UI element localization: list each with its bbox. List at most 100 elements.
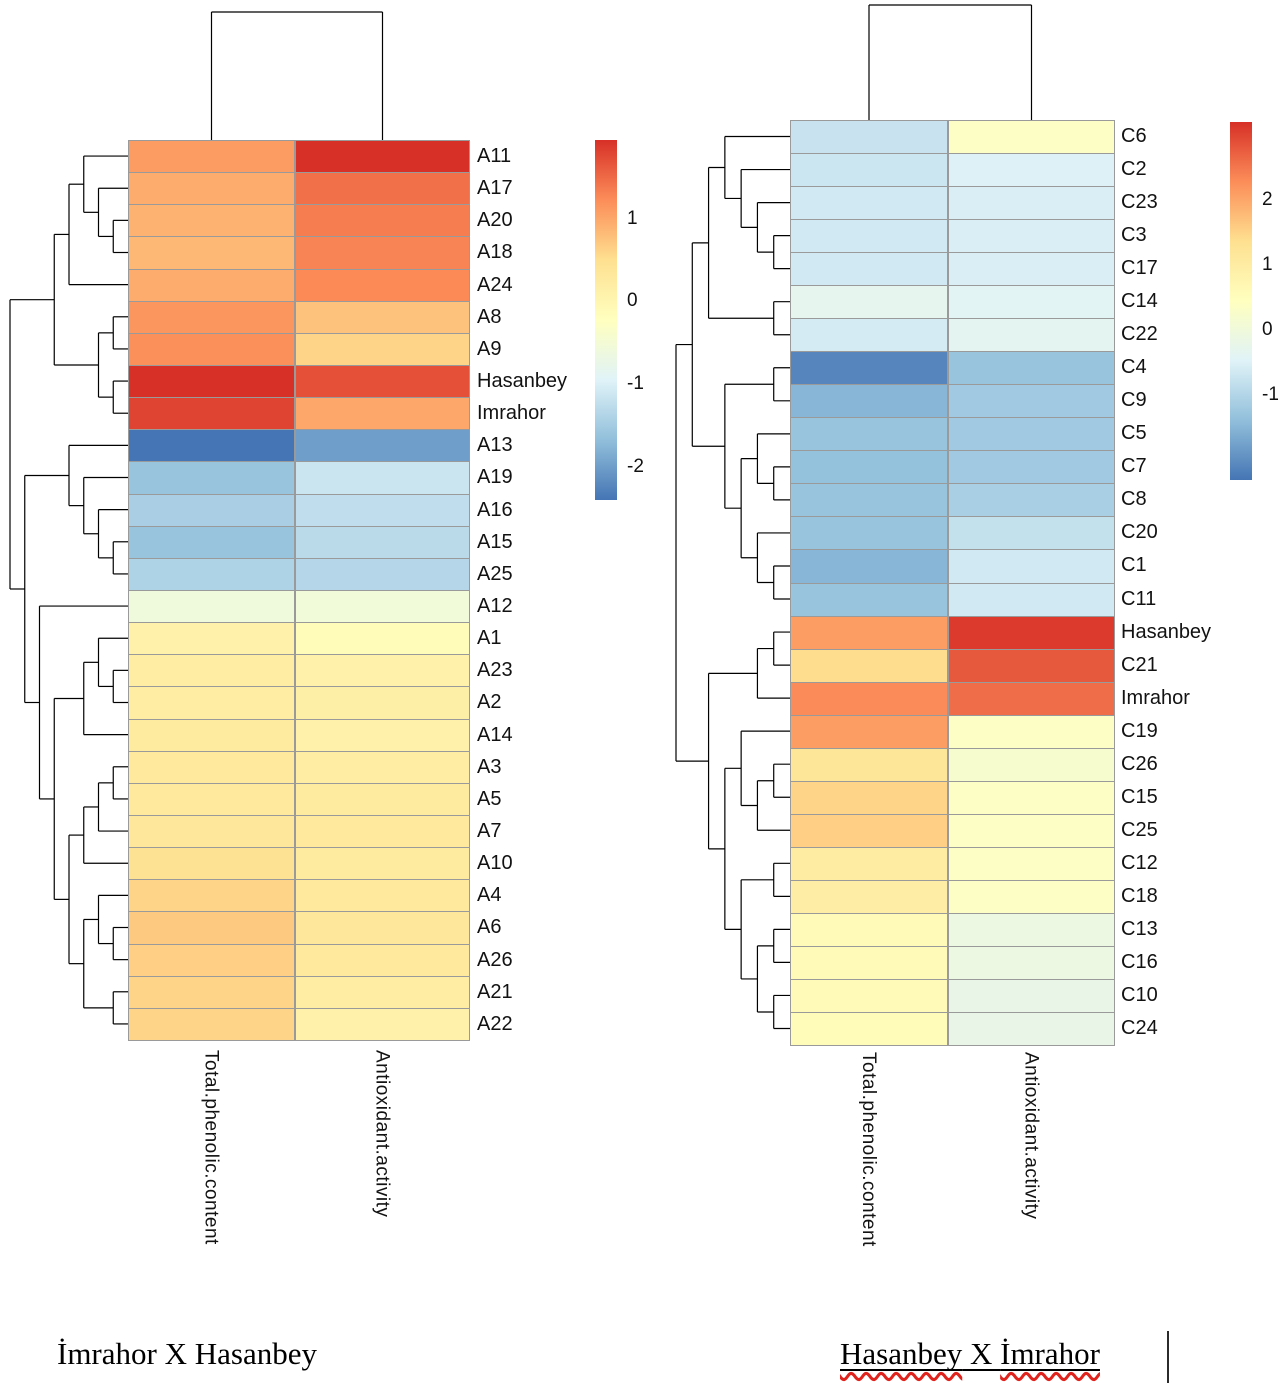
heatmap-cell: [128, 365, 295, 398]
row-label: C4: [1121, 356, 1147, 379]
row-label: A21: [477, 980, 513, 1003]
heatmap-cell: [128, 236, 295, 270]
row-label: A17: [477, 177, 513, 200]
caption-right-word2: İmrahor: [1000, 1336, 1100, 1371]
heatmap-cell: [295, 140, 470, 173]
heatmap-cell: [128, 172, 295, 205]
row-label: C13: [1121, 917, 1158, 940]
heatmap-cell: [948, 252, 1115, 286]
legend-tick-label: 1: [1262, 254, 1273, 276]
row-label: C5: [1121, 422, 1147, 445]
heatmap-cell: [790, 186, 948, 220]
heatmap-cell: [790, 583, 948, 617]
row-label: A19: [477, 466, 513, 489]
colorbar-legend: [1230, 122, 1252, 480]
column-label: Antioxidant.activity: [1020, 1052, 1042, 1220]
column-label: Antioxidant.activity: [371, 1050, 393, 1218]
caption-right-word1: Hasanbey: [840, 1336, 963, 1371]
heatmap-cell: [128, 140, 295, 173]
row-label: Imrahor: [1121, 686, 1190, 709]
heatmap-cell: [128, 719, 295, 752]
heatmap-cell: [295, 558, 470, 591]
row-label: C21: [1121, 653, 1158, 676]
row-label: A9: [477, 337, 502, 360]
row-label: A11: [477, 145, 512, 167]
row-label: A24: [477, 273, 513, 296]
legend-tick-label: 1: [627, 207, 638, 229]
heatmap-cell: [295, 1008, 470, 1041]
row-label: C12: [1121, 851, 1158, 874]
heatmap-cell: [128, 590, 295, 623]
row-label: C23: [1121, 191, 1158, 214]
heatmap-cell: [295, 686, 470, 720]
heatmap-cell: [128, 847, 295, 880]
heatmap-cell: [128, 686, 295, 720]
row-label: A1: [477, 627, 502, 650]
heatmap-cell: [948, 153, 1115, 187]
row-label: C2: [1121, 158, 1147, 181]
row-label: C9: [1121, 389, 1147, 412]
row-label: C8: [1121, 488, 1147, 511]
heatmap-cell: [948, 847, 1115, 881]
heatmap-cell: [948, 549, 1115, 584]
heatmap-cell: [128, 333, 295, 366]
heatmap-cell: [948, 748, 1115, 782]
heatmap-cell: [790, 351, 948, 385]
row-label: A7: [477, 820, 502, 842]
heatmap-cell: [790, 979, 948, 1013]
heatmap-cell: [790, 847, 948, 881]
row-label: Hasanbey: [1121, 620, 1212, 643]
heatmap-cell: [128, 397, 295, 430]
heatmap-cell: [948, 483, 1115, 517]
heatmap-cell: [948, 979, 1115, 1013]
heatmap-cell: [128, 204, 295, 237]
heatmap-cell: [790, 285, 948, 319]
row-label: A8: [477, 305, 502, 328]
heatmap-cell: [128, 783, 295, 816]
heatmap-cell: [295, 236, 470, 270]
text-cursor: [1167, 1331, 1169, 1383]
heatmap-cell: [128, 526, 295, 559]
heatmap-cell: [295, 333, 470, 366]
row-label: C10: [1121, 983, 1158, 1006]
heatmap-cell: [790, 384, 948, 418]
heatmap-cell: [295, 204, 470, 237]
heatmap-cell: [790, 880, 948, 914]
heatmap-cell: [790, 153, 948, 187]
heatmap-cell: [790, 682, 948, 716]
heatmap-cell: [295, 847, 470, 880]
heatmap-cell: [790, 715, 948, 749]
heatmap-cell: [128, 301, 295, 334]
heatmap-cell: [128, 461, 295, 495]
column-label: Total.phenolic.content: [200, 1050, 222, 1245]
legend-tick-label: -2: [627, 455, 644, 477]
heatmap-cell: [295, 461, 470, 495]
row-label: A15: [477, 530, 513, 553]
heatmap-cell: [790, 616, 948, 650]
heatmap-cell: [295, 815, 470, 848]
heatmap-cell: [948, 814, 1115, 848]
heatmap-cell: [128, 269, 295, 302]
heatmap-cell: [295, 269, 470, 302]
heatmap-cell: [790, 219, 948, 253]
heatmap-cell: [790, 483, 948, 517]
heatmap-cell: [948, 351, 1115, 385]
heatmap-cell: [295, 365, 470, 398]
caption-left: İmrahor X Hasanbey: [57, 1336, 317, 1371]
heatmap-cell: [790, 516, 948, 550]
row-label: A26: [477, 948, 513, 971]
caption-right: Hasanbey X İmrahor: [840, 1336, 1100, 1372]
heatmap-cell: [790, 649, 948, 683]
heatmap-cell: [948, 583, 1115, 617]
heatmap-cell: [948, 1012, 1115, 1046]
row-label: C20: [1121, 521, 1158, 544]
row-label: C11: [1121, 587, 1157, 610]
row-label: A14: [477, 723, 513, 746]
heatmap-cell: [790, 549, 948, 584]
heatmap-cell: [790, 120, 948, 154]
heatmap-cell: [128, 558, 295, 591]
row-label: A3: [477, 755, 502, 778]
column-label: Total.phenolic.content: [858, 1052, 879, 1247]
row-label: C22: [1121, 323, 1158, 346]
heatmap-cell: [128, 494, 295, 527]
